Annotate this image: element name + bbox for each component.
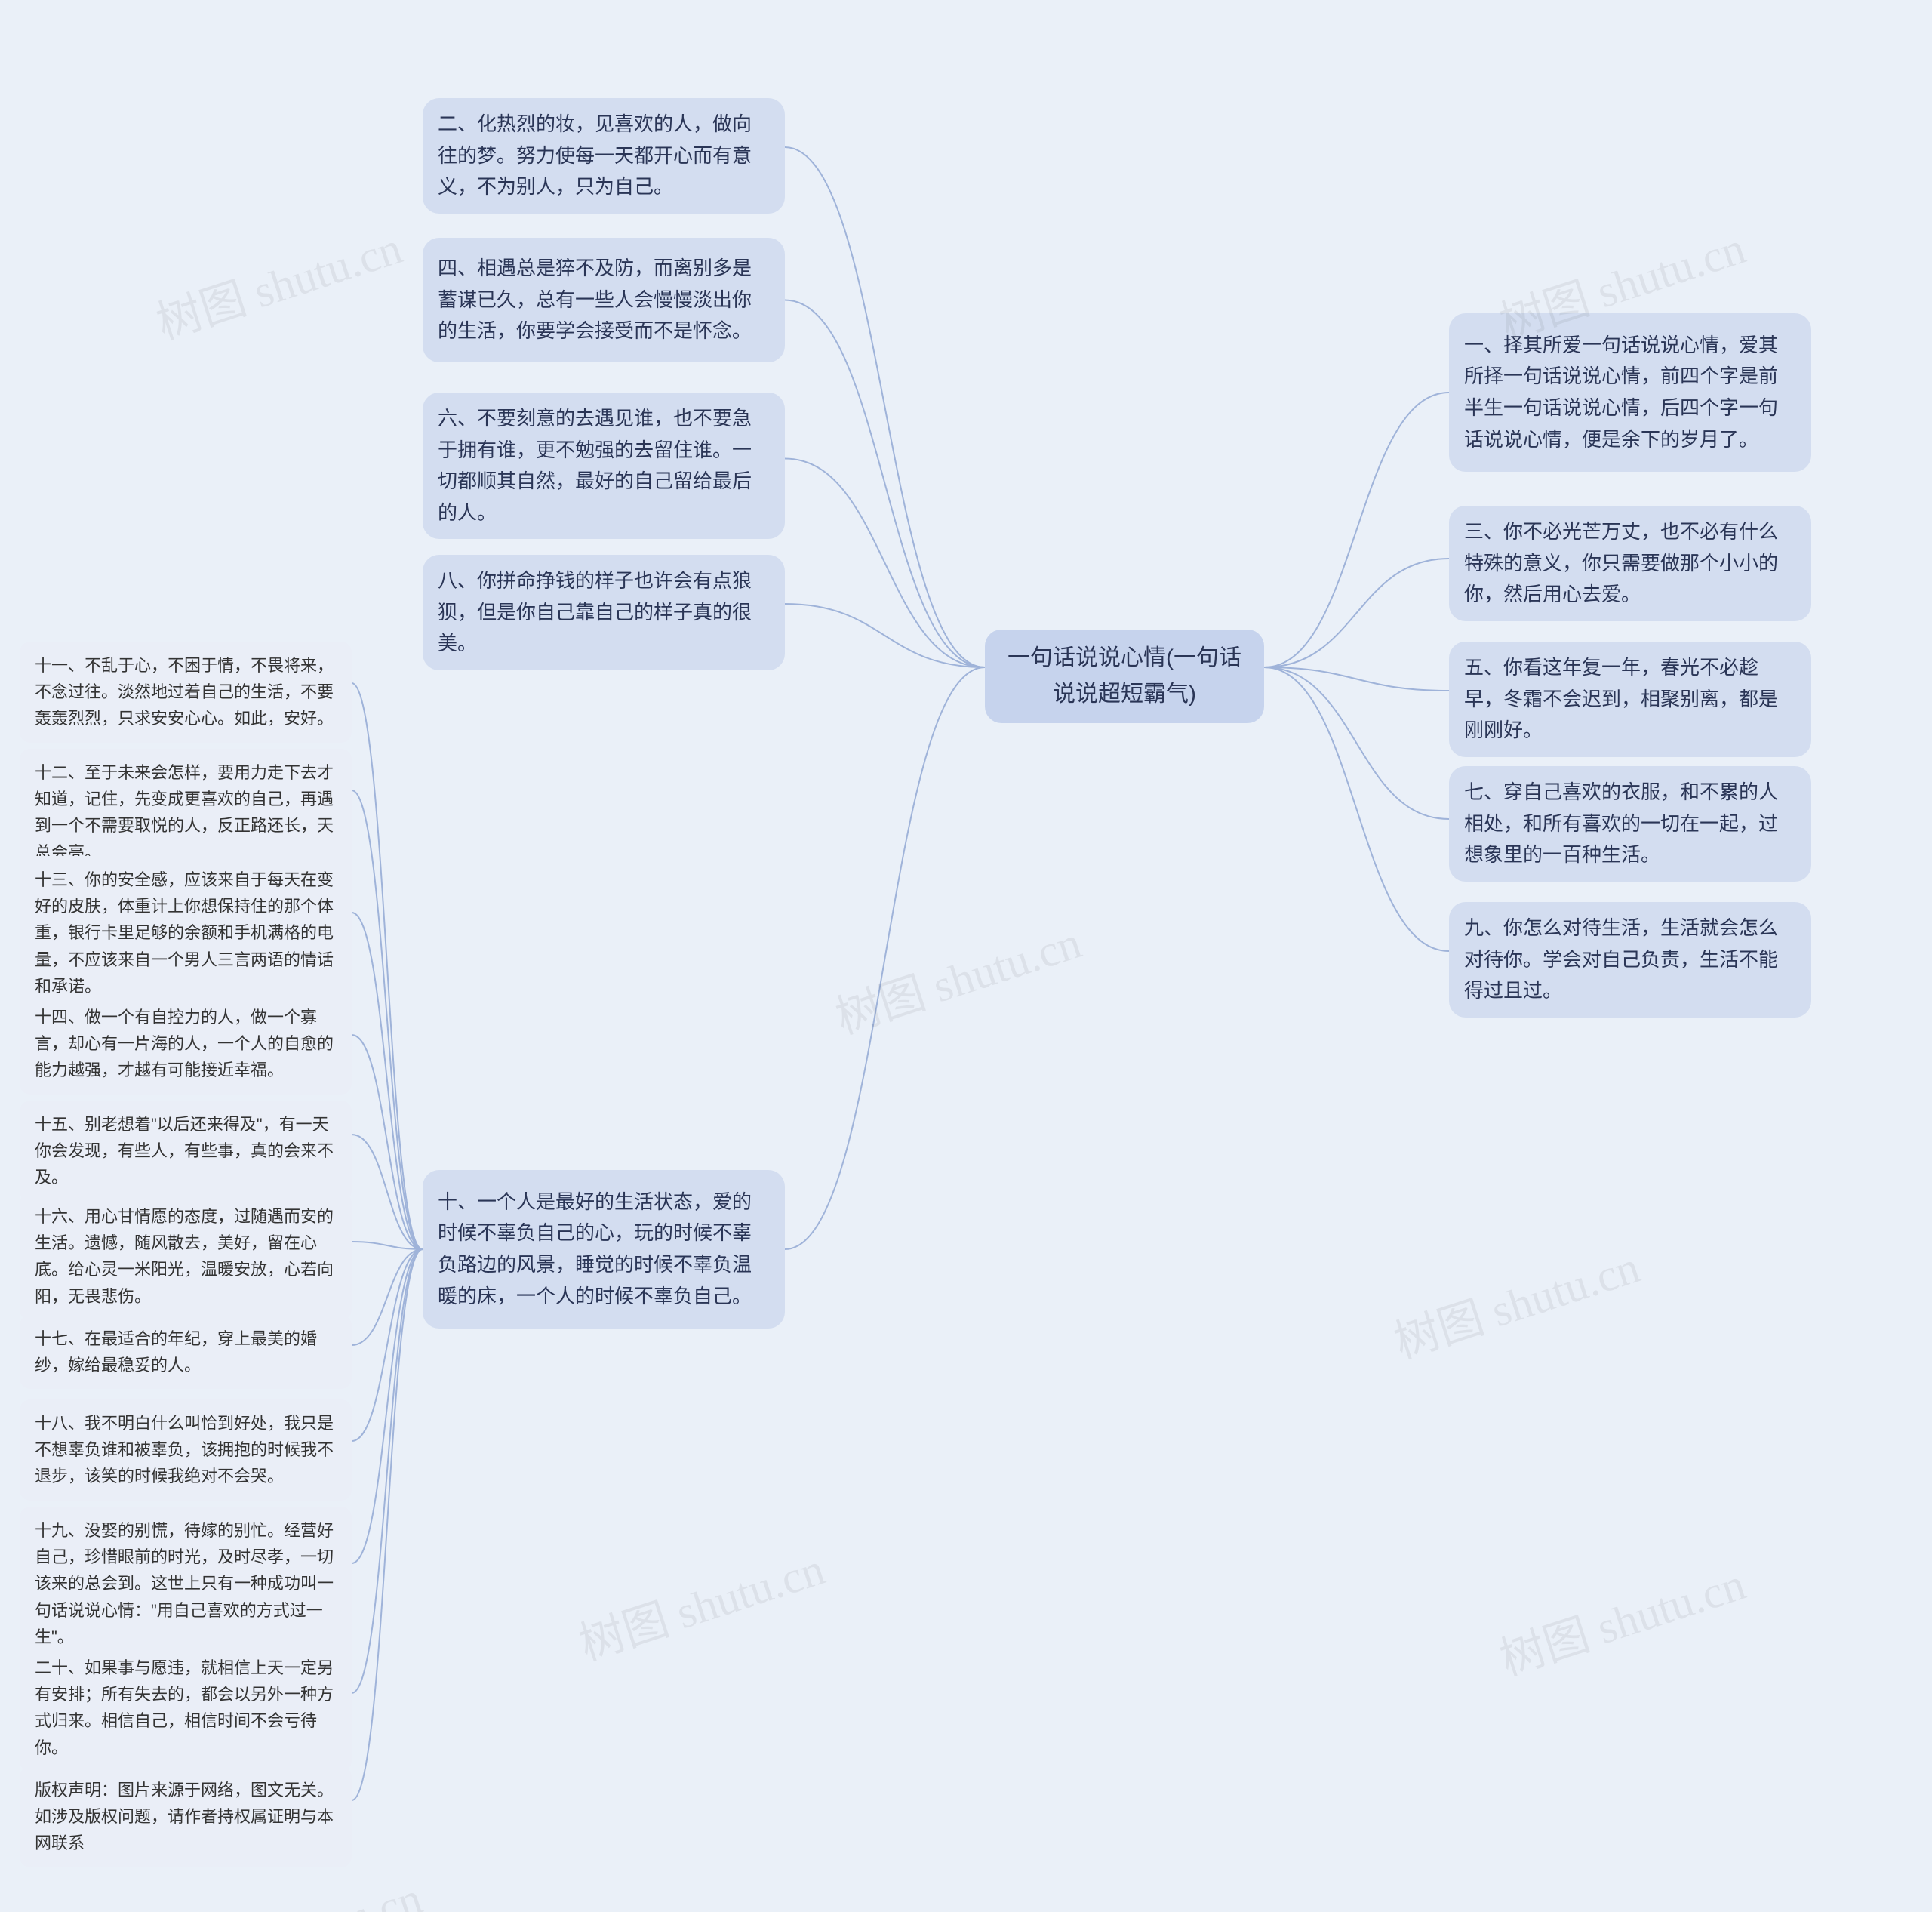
leaf-node-l20: 二十、如果事与愿违，就相信上天一定另有安排；所有失去的，都会以另外一种方式归来。… (20, 1644, 352, 1772)
leaf-node-l19: 十九、没娶的别慌，待嫁的别忙。经营好自己，珍惜眼前的时光，及时尽孝，一切该来的总… (20, 1507, 352, 1661)
branch-node-b2: 二、化热烈的妆，见喜欢的人，做向往的梦。努力使每一天都开心而有意义，不为别人，只… (423, 98, 785, 214)
branch-text: 八、你拼命挣钱的样子也许会有点狼狈，但是你自己靠自己的样子真的很美。 (438, 565, 770, 660)
leaf-text: 十五、别老想着"以后还来得及"，有一天你会发现，有些人，有些事，真的会来不及。 (35, 1111, 337, 1191)
watermark: 树图 shutu.cn (570, 1532, 832, 1673)
branch-text: 三、你不必光芒万丈，也不必有什么特殊的意义，你只需要做那个小小的你，然后用心去爱… (1464, 516, 1796, 611)
watermark: 树图 shutu.cn (1385, 1230, 1647, 1372)
branch-text: 二、化热烈的妆，见喜欢的人，做向往的梦。努力使每一天都开心而有意义，不为别人，只… (438, 109, 770, 203)
branch-node-b3: 三、你不必光芒万丈，也不必有什么特殊的意义，你只需要做那个小小的你，然后用心去爱… (1449, 506, 1811, 621)
watermark: shutu.cn (267, 1873, 428, 1912)
leaf-node-l13: 十三、你的安全感，应该来自于每天在变好的皮肤，体重计上你想保持住的那个体重，银行… (20, 856, 352, 1010)
watermark: 树图 shutu.cn (147, 211, 409, 353)
mindmap-canvas: 一句话说说心情(一句话说说超短霸气) 二、化热烈的妆，见喜欢的人，做向往的梦。努力… (0, 0, 1932, 1912)
leaf-text: 十二、至于未来会怎样，要用力走下去才知道，记住，先变成更喜欢的自己，再遇到一个不… (35, 759, 337, 866)
leaf-node-l17: 十七、在最适合的年纪，穿上最美的婚纱，嫁给最稳妥的人。 (20, 1315, 352, 1389)
branch-node-b8: 八、你拼命挣钱的样子也许会有点狼狈，但是你自己靠自己的样子真的很美。 (423, 555, 785, 670)
branch-text: 七、穿自己喜欢的衣服，和不累的人相处，和所有喜欢的一切在一起，过想象里的一百种生… (1464, 777, 1796, 871)
root-text: 一句话说说心情(一句话说说超短霸气) (1000, 640, 1249, 713)
branch-text: 一、择其所爱一句话说说心情，爱其所择一句话说说心情，前四个字是前半生一句话说说心… (1464, 330, 1796, 455)
leaf-text: 十九、没娶的别慌，待嫁的别忙。经营好自己，珍惜眼前的时光，及时尽孝，一切该来的总… (35, 1517, 337, 1650)
leaf-text: 十七、在最适合的年纪，穿上最美的婚纱，嫁给最稳妥的人。 (35, 1325, 337, 1378)
leaf-text: 十六、用心甘情愿的态度，过随遇而安的生活。遗憾，随风散去，美好，留在心底。给心灵… (35, 1203, 337, 1310)
leaf-text: 十八、我不明白什么叫恰到好处，我只是不想辜负谁和被辜负，该拥抱的时候我不退步，该… (35, 1410, 337, 1490)
branch-text: 五、你看这年复一年，春光不必趁早，冬霜不会迟到，相聚别离，都是刚刚好。 (1464, 652, 1796, 747)
leaf-node-lcp: 版权声明：图片来源于网络，图文无关。如涉及版权问题，请作者持权属证明与本网联系 (20, 1766, 352, 1867)
branch-text: 六、不要刻意的去遇见谁，也不要急于拥有谁，更不勉强的去留住谁。一切都顺其自然，最… (438, 403, 770, 528)
branch-node-b6: 六、不要刻意的去遇见谁，也不要急于拥有谁，更不勉强的去留住谁。一切都顺其自然，最… (423, 393, 785, 539)
leaf-node-l16: 十六、用心甘情愿的态度，过随遇而安的生活。遗憾，随风散去，美好，留在心底。给心灵… (20, 1193, 352, 1320)
branch-text: 九、你怎么对待生活，生活就会怎么对待你。学会对自己负责，生活不能得过且过。 (1464, 913, 1796, 1007)
mindmap-root: 一句话说说心情(一句话说说超短霸气) (985, 630, 1264, 723)
leaf-node-l15: 十五、别老想着"以后还来得及"，有一天你会发现，有些人，有些事，真的会来不及。 (20, 1101, 352, 1202)
branch-node-b7: 七、穿自己喜欢的衣服，和不累的人相处，和所有喜欢的一切在一起，过想象里的一百种生… (1449, 766, 1811, 882)
branch-node-b5: 五、你看这年复一年，春光不必趁早，冬霜不会迟到，相聚别离，都是刚刚好。 (1449, 642, 1811, 757)
leaf-node-l18: 十八、我不明白什么叫恰到好处，我只是不想辜负谁和被辜负，该拥抱的时候我不退步，该… (20, 1399, 352, 1501)
leaf-text: 二十、如果事与愿违，就相信上天一定另有安排；所有失去的，都会以另外一种方式归来。… (35, 1655, 337, 1761)
leaf-text: 十三、你的安全感，应该来自于每天在变好的皮肤，体重计上你想保持住的那个体重，银行… (35, 867, 337, 999)
branch-node-b4: 四、相遇总是猝不及防，而离别多是蓄谋已久，总有一些人会慢慢淡出你的生活，你要学会… (423, 238, 785, 362)
branch-text: 四、相遇总是猝不及防，而离别多是蓄谋已久，总有一些人会慢慢淡出你的生活，你要学会… (438, 253, 770, 347)
leaf-node-l11: 十一、不乱于心，不困于情，不畏将来，不念过往。淡然地过着自己的生活，不要轰轰烈烈… (20, 642, 352, 743)
branch-node-b9: 九、你怎么对待生活，生活就会怎么对待你。学会对自己负责，生活不能得过且过。 (1449, 902, 1811, 1018)
leaf-text: 十一、不乱于心，不困于情，不畏将来，不念过往。淡然地过着自己的生活，不要轰轰烈烈… (35, 652, 337, 732)
leaf-node-l14: 十四、做一个有自控力的人，做一个寡言，却心有一片海的人，一个人的自愈的能力越强，… (20, 993, 352, 1095)
watermark: 树图 shutu.cn (826, 906, 1088, 1047)
branch-node-b1: 一、择其所爱一句话说说心情，爱其所择一句话说说心情，前四个字是前半生一句话说说心… (1449, 313, 1811, 472)
branch-node-b10: 十、一个人是最好的生活状态，爱的时候不辜负自己的心，玩的时候不辜负路边的风景，睡… (423, 1170, 785, 1329)
leaf-text: 十四、做一个有自控力的人，做一个寡言，却心有一片海的人，一个人的自愈的能力越强，… (35, 1004, 337, 1084)
watermark: 树图 shutu.cn (1491, 1547, 1752, 1689)
leaf-text: 版权声明：图片来源于网络，图文无关。如涉及版权问题，请作者持权属证明与本网联系 (35, 1777, 337, 1857)
branch-text: 十、一个人是最好的生活状态，爱的时候不辜负自己的心，玩的时候不辜负路边的风景，睡… (438, 1187, 770, 1312)
